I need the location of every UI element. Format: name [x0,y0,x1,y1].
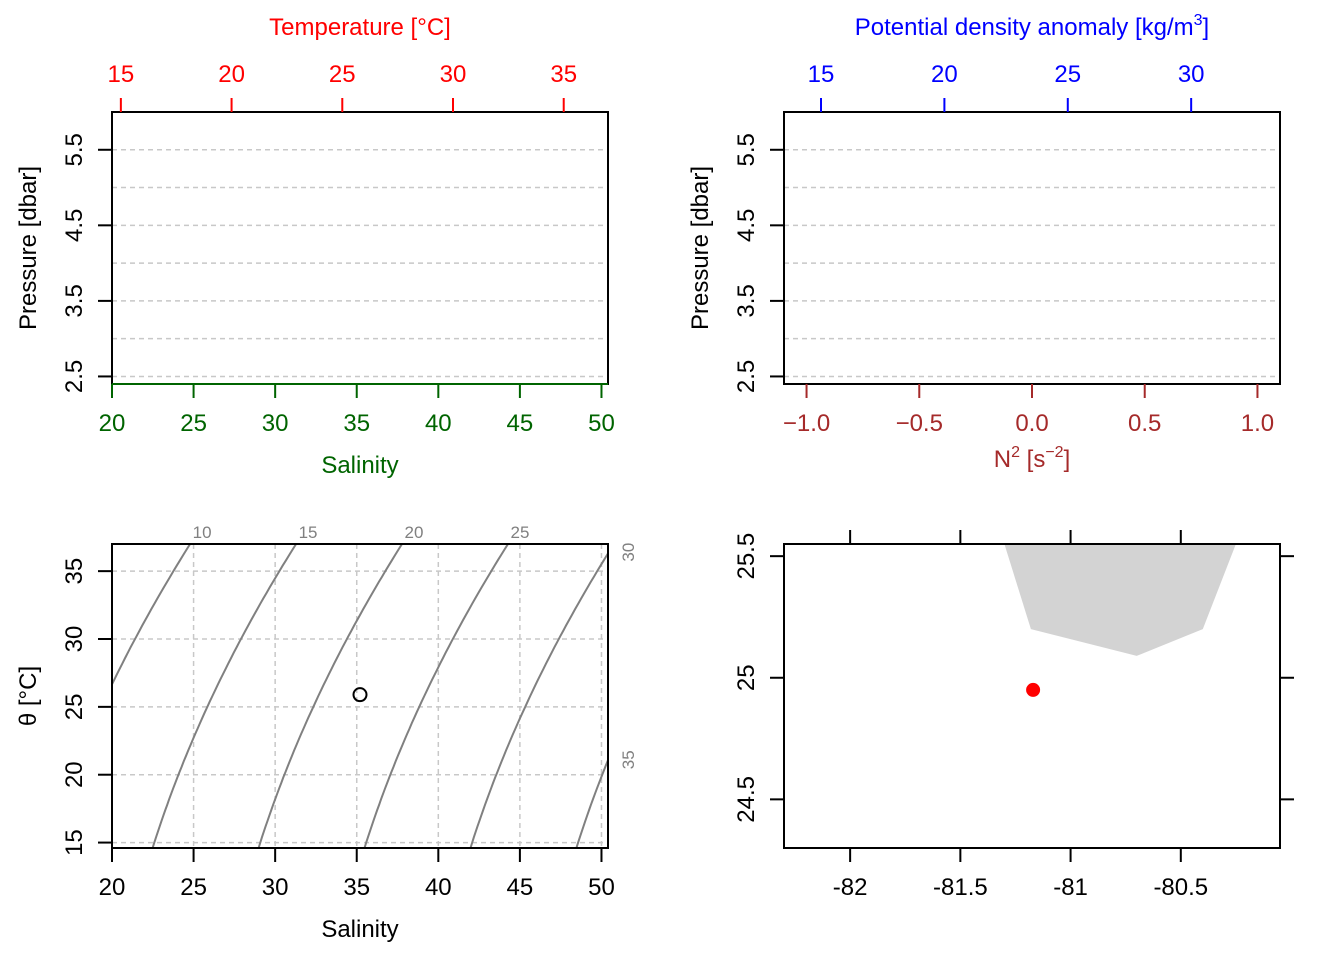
tick-label: 40 [425,410,452,437]
p1-frame [111,111,609,385]
isopycnal-line [151,544,297,848]
p4-points [1026,682,1041,697]
p2-density-axis: 15 20 25 30 [808,61,1205,112]
p4-axes: -82 -81.5 -81 -80.5 24.5 25 25.5 [733,530,1294,901]
tick-label: 30 [262,874,289,901]
tick-label: 35 [61,558,88,585]
tick-label: −1.0 [783,410,830,437]
p1-salinity-axis-title: Salinity [321,452,398,479]
isopycnal-label: 35 [619,750,638,769]
tick-label: 3.5 [733,284,760,317]
p3-salinity-axis: 20 25 30 35 40 45 50 [99,848,615,901]
tick-label: 45 [507,410,534,437]
p3-theta-axis: 15 20 25 30 35 [61,558,112,856]
tick-label: 35 [343,410,370,437]
p1-pressure-axis-title: Pressure [dbar] [15,166,42,330]
isopycnal-line [469,551,608,848]
p2-pressure-axis-title: Pressure [dbar] [687,166,714,330]
tick-label: 20 [99,410,126,437]
tick-label: 30 [1178,61,1205,88]
tick-label: 15 [61,829,88,856]
tick-label: 5.5 [733,133,760,166]
tick-label: 15 [808,61,835,88]
p1-pressure-axis: 2.5 3.5 4.5 5.5 [61,133,112,393]
tick-label: 4.5 [733,209,760,242]
p2-pressure-axis: 2.5 3.5 4.5 5.5 [733,133,784,393]
tick-label: 30 [440,61,467,88]
p3-isopycnals: 10 15 20 25 30 35 [112,523,638,848]
tick-label: 50 [588,874,615,901]
p2-density-axis-title: Potential density anomaly [kg/m3] [855,12,1209,41]
p2-frame [783,111,1281,385]
isopycnal-line [112,544,191,687]
station-point [1026,682,1041,697]
p3-salinity-axis-title: Salinity [321,916,398,943]
tick-label: 30 [262,410,289,437]
tick-label: 25 [733,664,760,691]
p3-theta-axis-title: θ [°C] [15,666,42,726]
tick-label: 2.5 [61,360,88,393]
p1-salinity-axis: 20 25 30 35 40 45 50 [99,383,615,437]
tick-label: 25 [329,61,356,88]
tick-label: 30 [61,626,88,653]
isopycnal-line [575,757,608,848]
p2-n2-axis-title: N2 [s−2] [994,444,1071,473]
tick-label: 20 [931,61,958,88]
tick-label: 2.5 [733,360,760,393]
tick-label: 15 [108,61,135,88]
tick-label: 24.5 [733,776,760,823]
tick-label: 0.5 [1128,410,1161,437]
tick-label: 25 [61,694,88,721]
p3-frame [111,543,609,849]
panel-profile-density: 15 20 25 30 −1.0 −0.5 0.0 0.5 1.0 2.53.54.55.5 … [687,12,1281,473]
p1-temperature-axis-title: Temperature [°C] [269,14,451,41]
tick-label: 50 [588,410,615,437]
ts-point [352,687,368,703]
p4-frame [783,543,1281,849]
tick-label: 0.0 [1015,410,1048,437]
tick-label: 35 [343,874,370,901]
p2-grid [784,111,1280,378]
p4-land-polygon [1004,544,1236,656]
isopycnal-label: 25 [510,523,529,542]
panel-station-map: -82 -81.5 -81 -80.5 24.5 25 25.5 [733,530,1294,901]
tick-label: 20 [99,874,126,901]
tick-label: 45 [507,874,534,901]
tick-label: 25 [180,410,207,437]
tick-label: -81 [1053,874,1088,901]
tick-label: -82 [833,874,868,901]
tick-label: −0.5 [896,410,943,437]
p1-temperature-axis: 15 20 25 30 35 [108,61,577,112]
isopycnal-label: 20 [405,523,424,542]
tick-label: 20 [218,61,245,88]
panel-profile-ts: 15 20 25 30 35 20 25 30 35 40 45 50 2.5 3.5 4.5 5.5 T… [15,14,615,479]
tick-label: 25 [180,874,207,901]
p3-grid [111,544,608,848]
isopycnal-label: 30 [619,543,638,562]
p3-points [352,687,368,703]
tick-label: 20 [61,761,88,788]
tick-label: -80.5 [1153,874,1208,901]
tick-label: 40 [425,874,452,901]
tick-label: -81.5 [933,874,988,901]
isopycnal-label: 15 [299,523,318,542]
tick-label: 3.5 [61,284,88,317]
isopycnal-label: 10 [193,523,212,542]
tick-label: 1.0 [1241,410,1274,437]
panel-ts-diagram: 10 15 20 25 30 35 20 25 30 35 40 45 50 15 20 25 30 35 S… [15,523,638,943]
isopycnal-line [363,544,509,848]
isopycnal-line [257,544,403,848]
tick-label: 4.5 [61,209,88,242]
tick-label: 5.5 [61,133,88,166]
tick-label: 25.5 [733,533,760,580]
tick-label: 35 [550,61,577,88]
p2-n2-axis: −1.0 −0.5 0.0 0.5 1.0 [783,384,1274,437]
p1-grid [112,111,608,378]
tick-label: 25 [1054,61,1081,88]
